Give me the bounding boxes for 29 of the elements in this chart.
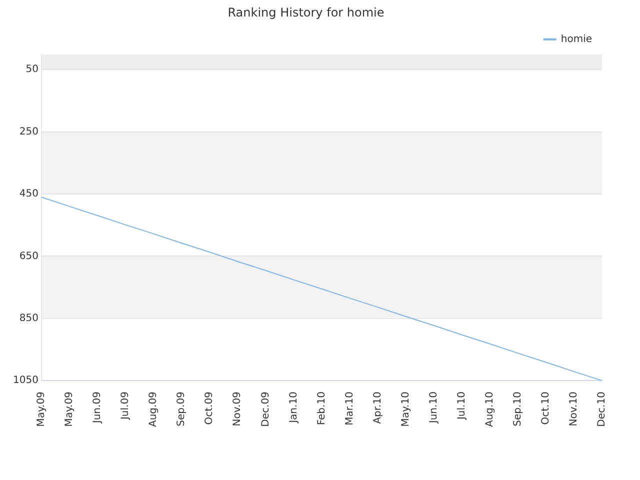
- x-tick-label: Sep.09: [176, 392, 188, 426]
- x-tick-label: Apr.10: [372, 392, 384, 424]
- x-tick-label: May.10: [400, 392, 412, 427]
- x-tick-label: Jul.10: [456, 392, 468, 421]
- x-tick-label: Dec.10: [596, 392, 608, 427]
- x-tick-label: Jan.10: [288, 392, 300, 424]
- chart-title: Ranking History for homie: [228, 5, 384, 20]
- x-tick-label: Nov.10: [568, 392, 580, 426]
- x-tick-label: Aug.10: [484, 392, 496, 428]
- x-tick-label: Feb.10: [316, 392, 328, 426]
- x-tick-label: Oct.09: [204, 392, 216, 425]
- x-tick-label: Dec.09: [260, 392, 272, 427]
- y-tick-label: 450: [19, 188, 38, 200]
- legend-label: homie: [560, 34, 592, 45]
- y-tick-label: 250: [19, 126, 38, 138]
- x-tick-label: Mar.10: [344, 392, 356, 426]
- y-tick-label: 50: [26, 64, 38, 76]
- x-tick-label: Aug.09: [148, 392, 160, 428]
- x-tick-label: Jul.09: [120, 392, 132, 421]
- x-tick-label: Jun.09: [92, 392, 104, 424]
- x-tick-label: May.09: [36, 392, 48, 427]
- x-tick-label: Sep.10: [512, 392, 524, 426]
- y-tick-label: 650: [19, 250, 38, 262]
- x-tick-label: Nov.09: [232, 392, 244, 426]
- y-tick-label: 850: [19, 312, 38, 324]
- x-tick-label: Oct.10: [540, 392, 552, 425]
- x-tick-label: Jun.10: [428, 392, 440, 424]
- x-tick-label: May.09: [64, 392, 76, 427]
- y-tick-label: 1050: [12, 375, 38, 386]
